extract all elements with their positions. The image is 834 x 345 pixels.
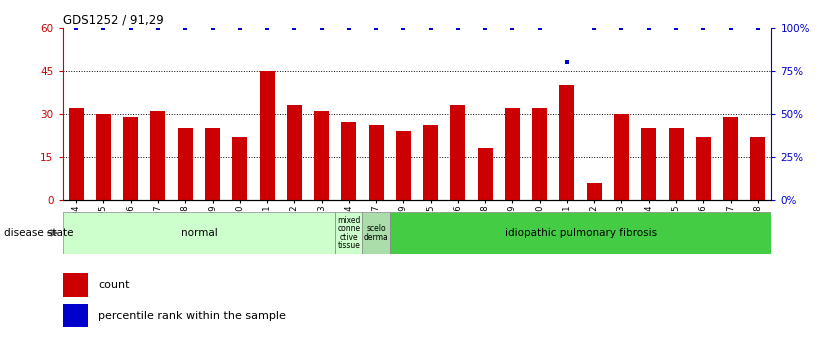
Text: idiopathic pulmonary fibrosis: idiopathic pulmonary fibrosis [505, 228, 656, 238]
Bar [505, 108, 520, 200]
Point [751, 25, 765, 30]
Bar [669, 128, 684, 200]
Bar [178, 128, 193, 200]
Bar [532, 108, 547, 200]
Bar [723, 117, 738, 200]
Point [560, 59, 574, 65]
Point [206, 25, 219, 30]
Point [505, 25, 519, 30]
Text: disease state: disease state [4, 228, 73, 238]
Bar [63, 274, 88, 297]
Point [642, 25, 656, 30]
Bar [63, 212, 335, 254]
Bar [587, 183, 601, 200]
Bar [341, 122, 356, 200]
Bar [369, 125, 384, 200]
Bar [396, 131, 411, 200]
Point [533, 25, 546, 30]
Point [451, 25, 465, 30]
Text: percentile rank within the sample: percentile rank within the sample [98, 311, 286, 321]
Text: scelo
derma: scelo derma [364, 224, 389, 241]
Bar [423, 125, 438, 200]
Bar [68, 108, 83, 200]
Point [479, 25, 492, 30]
Point [234, 25, 247, 30]
Point [424, 25, 437, 30]
Bar [696, 137, 711, 200]
Bar [335, 212, 363, 254]
Bar [150, 111, 165, 200]
Bar [560, 85, 575, 200]
Bar [389, 212, 771, 254]
Point [342, 25, 355, 30]
Bar [314, 111, 329, 200]
Bar [287, 105, 302, 200]
Text: normal: normal [180, 228, 217, 238]
Bar [63, 304, 88, 327]
Point [288, 25, 301, 30]
Bar [259, 71, 274, 200]
Point [696, 25, 710, 30]
Point [69, 25, 83, 30]
Point [124, 25, 138, 30]
Text: count: count [98, 280, 129, 290]
Point [724, 25, 737, 30]
Point [178, 25, 192, 30]
Bar [450, 105, 465, 200]
Bar [614, 114, 629, 200]
Bar [96, 114, 111, 200]
Point [397, 25, 410, 30]
Point [587, 25, 600, 30]
Bar [478, 148, 493, 200]
Bar [363, 212, 389, 254]
Point [615, 25, 628, 30]
Bar [641, 128, 656, 200]
Text: GDS1252 / 91,29: GDS1252 / 91,29 [63, 13, 163, 27]
Bar [751, 137, 766, 200]
Bar [205, 128, 220, 200]
Point [151, 25, 164, 30]
Point [670, 25, 683, 30]
Point [97, 25, 110, 30]
Point [369, 25, 383, 30]
Point [260, 25, 274, 30]
Point [315, 25, 329, 30]
Text: mixed
conne
ctive
tissue: mixed conne ctive tissue [337, 216, 360, 250]
Bar [123, 117, 138, 200]
Bar [233, 137, 247, 200]
